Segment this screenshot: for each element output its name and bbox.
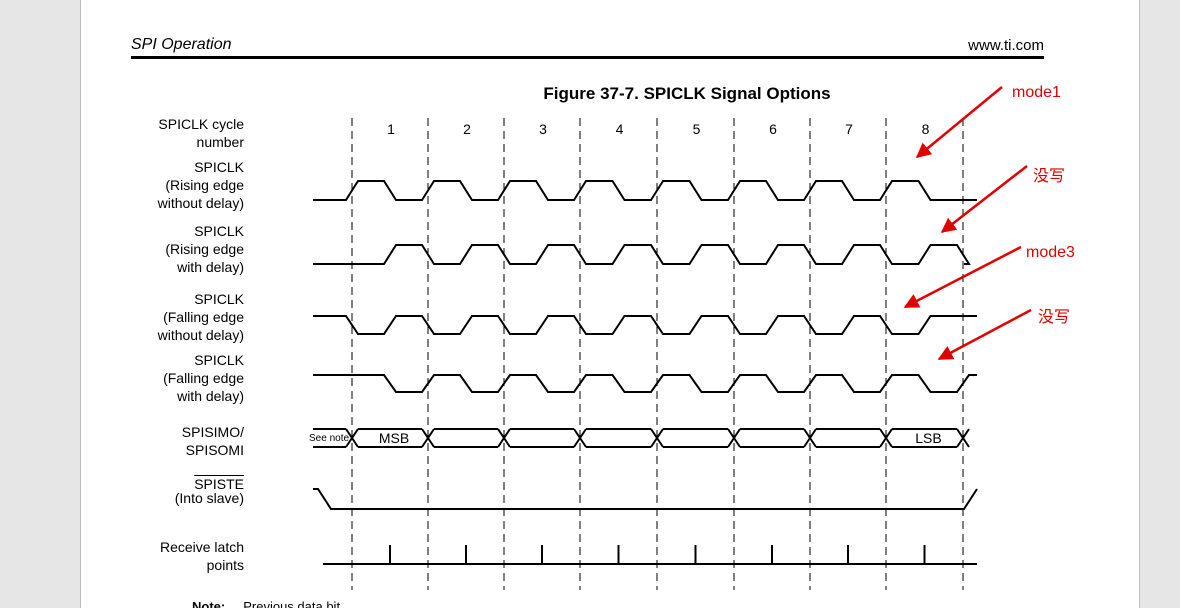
annotation-arrow-4	[937, 308, 1032, 361]
label-spisimo-spisomi: SPISIMO/SPISOMI	[181, 424, 244, 458]
cycle-number-6: 6	[769, 121, 777, 137]
data-transition-4	[650, 428, 664, 448]
msb-label: MSB	[379, 430, 409, 446]
data-transition-5	[727, 428, 741, 448]
header-rule	[131, 56, 1044, 59]
label-spiste: SPISTE (Into slave)	[174, 476, 244, 506]
latch-points	[323, 545, 977, 565]
annotation-arrow-2	[940, 165, 1028, 233]
label-rising-delay: SPICLK (Rising edge with delay)	[165, 223, 244, 275]
site-header: www.ti.com	[968, 37, 1044, 54]
annotation-mode1: mode1	[1012, 84, 1061, 101]
cycle-number-3: 3	[539, 121, 547, 137]
data-transition-8	[956, 428, 970, 448]
cycle-number-5: 5	[693, 121, 701, 137]
label-falling-no-delay: SPICLK (Falling edge without delay)	[157, 291, 244, 343]
cycle-boundary-lines	[351, 118, 964, 590]
waveforms	[313, 180, 978, 510]
label-rising-no-delay: SPICLK (Rising edge without delay)	[157, 159, 244, 211]
wave-rising-no-delay	[313, 180, 977, 201]
data-transition-3	[573, 428, 587, 448]
figure-note: Note: Previous data bit	[192, 599, 341, 608]
see-note-label: See note	[309, 433, 349, 444]
cycle-numbers: 1 2 3 4 5 6 7 8	[387, 121, 930, 137]
cycle-number-8: 8	[922, 121, 930, 137]
wave-falling-no-delay	[313, 315, 977, 335]
wave-falling-delay	[313, 374, 977, 393]
data-transition-0	[345, 428, 359, 448]
data-transition-1	[421, 428, 435, 448]
cycle-number-1: 1	[387, 121, 395, 137]
cycle-number-label: SPICLK cycle number	[158, 116, 244, 150]
annotation-arrow-1	[915, 86, 1003, 158]
annotation-not-written-2: 没写	[1038, 309, 1071, 326]
data-transition-6	[803, 428, 817, 448]
annotation-not-written-1: 没写	[1033, 168, 1066, 185]
figure-title: Figure 37-7. SPICLK Signal Options	[543, 84, 831, 103]
wave-spiste	[313, 488, 978, 510]
section-header: SPI Operation	[131, 36, 232, 53]
lsb-label: LSB	[915, 430, 941, 446]
data-row: See note MSB LSB	[309, 428, 970, 448]
cycle-number-2: 2	[463, 121, 471, 137]
data-transition-7	[879, 428, 893, 448]
label-receive-latch: Receive latch points	[159, 539, 244, 573]
annotation-mode3: mode3	[1026, 244, 1075, 261]
cycle-number-7: 7	[845, 121, 853, 137]
data-transition-2	[497, 428, 511, 448]
cycle-number-4: 4	[616, 121, 624, 137]
annotation-arrow-3	[903, 245, 1022, 309]
annotation-arrows	[903, 86, 1032, 361]
label-falling-delay: SPICLK (Falling edge with delay)	[163, 352, 244, 404]
wave-rising-delay	[313, 244, 971, 265]
